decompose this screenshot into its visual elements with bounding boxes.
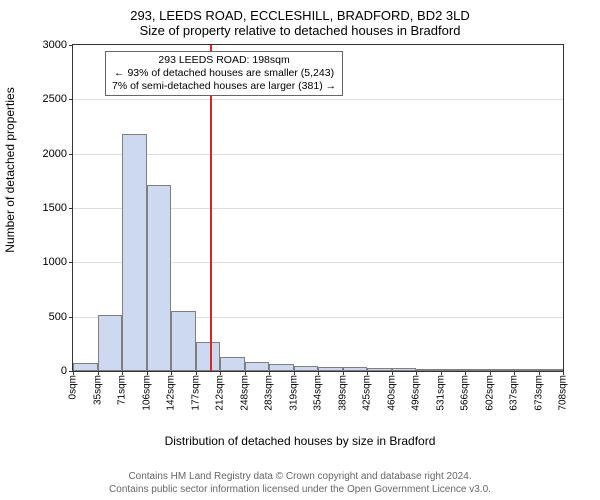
x-tick-label: 248sqm xyxy=(239,375,250,411)
x-tick-label: 354sqm xyxy=(313,375,324,411)
y-tick-label: 0 xyxy=(61,365,67,377)
histogram-bar xyxy=(539,369,564,371)
annotation-line2: ← 93% of detached houses are smaller (5,… xyxy=(112,67,336,80)
histogram-bar xyxy=(73,363,98,371)
histogram-bar xyxy=(318,367,343,371)
x-tick-label: 425sqm xyxy=(362,375,373,411)
histogram-bar xyxy=(147,185,172,371)
histogram-bar xyxy=(392,368,417,371)
y-tick-mark xyxy=(69,262,73,263)
y-tick-label: 3000 xyxy=(43,39,67,51)
x-tick-label: 673sqm xyxy=(533,375,544,411)
x-tick-label: 177sqm xyxy=(190,375,201,411)
x-tick-label: 142sqm xyxy=(166,375,177,411)
y-tick-mark xyxy=(69,99,73,100)
x-tick-label: 566sqm xyxy=(460,375,471,411)
histogram-bar xyxy=(343,367,368,371)
histogram-bar xyxy=(514,369,539,371)
gridline xyxy=(73,99,563,100)
annotation-box: 293 LEEDS ROAD: 198sqm← 93% of detached … xyxy=(105,51,343,96)
histogram-bar xyxy=(294,366,319,371)
y-tick-mark xyxy=(69,208,73,209)
y-tick-label: 1000 xyxy=(43,256,67,268)
x-tick-label: 637sqm xyxy=(509,375,520,411)
x-tick-label: 212sqm xyxy=(215,375,226,411)
x-tick-label: 106sqm xyxy=(141,375,152,411)
histogram-bar xyxy=(269,364,294,371)
x-tick-label: 708sqm xyxy=(558,375,569,411)
histogram-bar xyxy=(196,342,221,371)
x-tick-label: 35sqm xyxy=(92,375,103,405)
x-tick-label: 0sqm xyxy=(68,375,79,399)
annotation-line1: 293 LEEDS ROAD: 198sqm xyxy=(112,54,336,67)
chart-area: 0500100015002000250030000sqm35sqm71sqm10… xyxy=(72,44,564,372)
x-tick-label: 460sqm xyxy=(386,375,397,411)
x-axis-label: Distribution of detached houses by size … xyxy=(0,434,600,448)
y-tick-label: 1500 xyxy=(43,202,67,214)
x-tick-label: 283sqm xyxy=(264,375,275,411)
y-tick-label: 2000 xyxy=(43,148,67,160)
histogram-bar xyxy=(367,368,392,371)
chart-title-address: 293, LEEDS ROAD, ECCLESHILL, BRADFORD, B… xyxy=(8,8,592,23)
y-tick-mark xyxy=(69,45,73,46)
y-tick-mark xyxy=(69,317,73,318)
y-tick-mark xyxy=(69,154,73,155)
histogram-bar xyxy=(98,315,123,372)
copyright: Contains HM Land Registry data © Crown c… xyxy=(0,470,600,496)
histogram-bar xyxy=(220,357,245,371)
histogram-bar xyxy=(245,362,270,371)
histogram-bar xyxy=(490,369,515,371)
x-tick-label: 319sqm xyxy=(288,375,299,411)
histogram-bar xyxy=(441,369,466,371)
annotation-line3: 7% of semi-detached houses are larger (3… xyxy=(112,80,336,93)
plot: 0500100015002000250030000sqm35sqm71sqm10… xyxy=(72,44,564,372)
y-axis-label: Number of detached properties xyxy=(3,87,17,252)
copyright-line2: Contains public sector information licen… xyxy=(0,483,600,496)
histogram-bar xyxy=(465,369,490,371)
histogram-bar xyxy=(122,134,147,371)
chart-subtitle: Size of property relative to detached ho… xyxy=(8,23,592,38)
gridline xyxy=(73,154,563,155)
x-tick-label: 496sqm xyxy=(411,375,422,411)
y-tick-label: 2500 xyxy=(43,93,67,105)
x-tick-label: 389sqm xyxy=(337,375,348,411)
histogram-bar xyxy=(416,369,441,371)
histogram-bar xyxy=(171,311,196,371)
copyright-line1: Contains HM Land Registry data © Crown c… xyxy=(0,470,600,483)
x-tick-label: 531sqm xyxy=(435,375,446,411)
x-tick-label: 71sqm xyxy=(117,375,128,405)
x-tick-label: 602sqm xyxy=(484,375,495,411)
y-tick-label: 500 xyxy=(49,311,67,323)
